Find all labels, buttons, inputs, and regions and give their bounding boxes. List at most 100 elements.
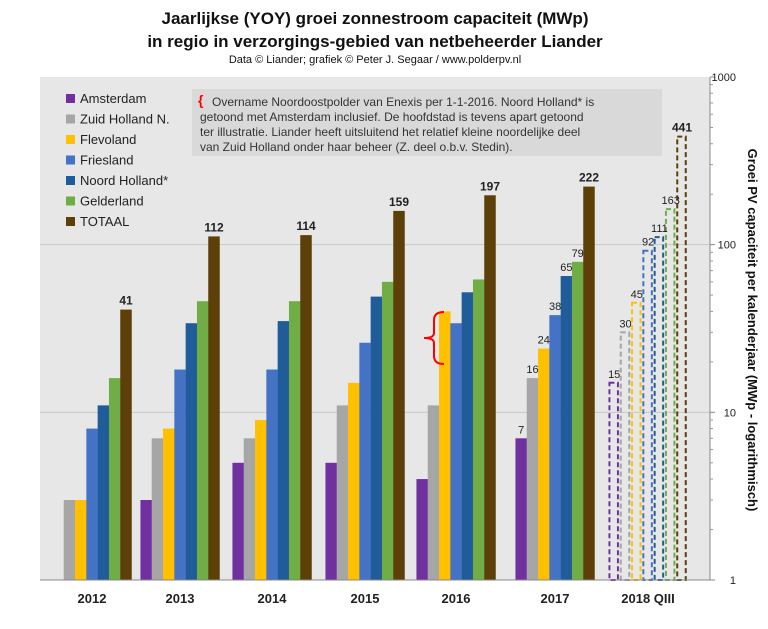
- x-tick-label: 2015: [351, 591, 380, 606]
- legend: Amsterdam Zuid Holland N. Flevoland Friesla…: [66, 91, 170, 229]
- annotation-line: van Zuid Holland onder haar beheer (Z. d…: [200, 140, 513, 154]
- legend-label: Gelderland: [80, 194, 144, 209]
- data-label: 30: [619, 318, 631, 330]
- y-axis: 1 10 100 1000 Groei PV capaciteit per kalend…: [709, 72, 760, 587]
- data-label: 92: [642, 237, 654, 249]
- bar-noord-holland-2017: [560, 276, 573, 580]
- legend-swatch: [66, 196, 75, 206]
- bar-gelderland-2015: [381, 281, 394, 580]
- bar-gelderland-2014: [288, 301, 301, 580]
- bar-noord-holland-2014: [277, 321, 290, 580]
- data-label: 112: [204, 220, 224, 234]
- bar-flevoland-2012: [75, 500, 87, 580]
- legend-swatch: [66, 114, 75, 124]
- bar-totaal-2013: [208, 236, 220, 581]
- bar-totaal-2014: [300, 235, 312, 581]
- bar-gelderland-2013: [196, 301, 209, 580]
- bar-gelderland-2018-qiii: [664, 208, 676, 581]
- bar-amsterdam-2016: [416, 479, 428, 580]
- bar-friesland-2014: [266, 369, 278, 580]
- curly-brace-icon: [423, 311, 445, 365]
- y-tick-label: 10: [724, 407, 736, 419]
- bar-friesland-2018-qiii: [642, 249, 653, 581]
- annotation-line: ter illustratie. Liander heeft uitsluite…: [200, 125, 580, 139]
- bar-flevoland-2013: [163, 428, 175, 580]
- annotation-line: Overname Noordoostpolder van Enexis per …: [212, 95, 594, 109]
- data-label: 24: [538, 335, 550, 347]
- data-label: 41: [119, 294, 133, 308]
- bar-noord-holland-2016: [461, 292, 474, 580]
- bar-totaal-2017: [583, 186, 595, 580]
- bar-zuid-holland-n-2017: [526, 378, 539, 580]
- data-label: 222: [579, 171, 599, 185]
- bar-flevoland-2015: [348, 382, 360, 580]
- bar-noord-holland-2013: [185, 323, 198, 580]
- bar-zuid-holland-n-2014: [243, 438, 256, 580]
- x-tick-label: 2014: [258, 591, 288, 606]
- bar-totaal-2015: [393, 210, 405, 580]
- legend-label: Friesland: [80, 153, 133, 168]
- bar-friesland-2013: [174, 369, 186, 580]
- bar-flevoland-2014: [255, 420, 267, 580]
- legend-label: Zuid Holland N.: [80, 112, 170, 127]
- annotation-box: { Overname Noordoostpolder van Enexis per…: [192, 89, 662, 156]
- annotation-line: getoond met Amsterdam inclusief. De hoof…: [200, 110, 584, 124]
- y-tick-label: 1: [730, 575, 736, 587]
- bar-gelderland-2017: [571, 261, 584, 580]
- x-tick-label: 2018 QIII: [621, 591, 674, 606]
- y-tick-label: 100: [718, 240, 736, 252]
- y-tick-label: 1000: [712, 72, 736, 84]
- data-label: 111: [651, 223, 668, 235]
- legend-label: Amsterdam: [80, 91, 146, 106]
- legend-swatch: [66, 176, 75, 185]
- legend-swatch: [66, 155, 75, 165]
- x-tick-label: 2016: [442, 591, 471, 606]
- bar-zuid-holland-n-2015: [336, 405, 349, 580]
- chart-title-line2: in regio in verzorgings-gebied van netbe…: [147, 32, 603, 51]
- bar-zuid-holland-n-2012: [63, 500, 76, 580]
- red-bracket: [423, 311, 445, 365]
- bar-amsterdam-2014: [232, 462, 244, 580]
- bar-zuid-holland-n-2016: [427, 405, 440, 580]
- chart-subtitle: Data © Liander; grafiek © Peter J. Segaa…: [228, 54, 522, 66]
- bar-flevoland-2017: [538, 348, 550, 580]
- annotation-bg: [192, 89, 662, 156]
- legend-label: TOTAAL: [80, 214, 129, 229]
- bar-totaal-2012: [120, 309, 132, 580]
- data-label: 441: [672, 121, 692, 135]
- bars-group: [63, 135, 687, 582]
- bar-amsterdam-2013: [140, 500, 152, 580]
- x-tick-label: 2012: [78, 591, 107, 606]
- legend-swatch: [66, 94, 75, 103]
- bar-friesland-2016: [450, 323, 462, 580]
- data-label: 79: [572, 248, 584, 260]
- data-label: 16: [526, 364, 538, 376]
- legend-swatch: [66, 217, 75, 226]
- bar-gelderland-2012: [108, 378, 121, 580]
- data-label: 7: [518, 424, 524, 436]
- bar-flevoland-2016: [439, 311, 451, 580]
- legend-swatch: [66, 135, 75, 144]
- data-label: 15: [608, 369, 620, 381]
- bar-noord-holland-2015: [370, 296, 383, 580]
- chart-title-line1: Jaarlijkse (YOY) groei zonnestroom capac…: [161, 9, 589, 28]
- data-label: 38: [549, 301, 561, 313]
- data-label: 159: [389, 195, 409, 209]
- bar-zuid-holland-n-2013: [151, 438, 164, 580]
- data-label: 114: [296, 219, 316, 233]
- bar-noord-holland-2012: [97, 405, 110, 580]
- x-tick-label: 2013: [166, 591, 195, 606]
- bar-friesland-2012: [86, 428, 98, 580]
- data-label: 197: [480, 179, 500, 193]
- x-axis: 2012 2013 2014 2015 2016 2017 2018 QIII: [40, 579, 710, 606]
- bar-amsterdam-2017: [515, 438, 527, 580]
- legend-label: Noord Holland*: [80, 173, 168, 188]
- bar-amsterdam-2015: [325, 462, 337, 580]
- bar-gelderland-2016: [472, 279, 485, 580]
- bar-friesland-2017: [549, 315, 561, 580]
- annotation-bracket: {: [198, 92, 204, 108]
- bar-totaal-2016: [484, 195, 496, 580]
- data-label: 45: [631, 289, 643, 301]
